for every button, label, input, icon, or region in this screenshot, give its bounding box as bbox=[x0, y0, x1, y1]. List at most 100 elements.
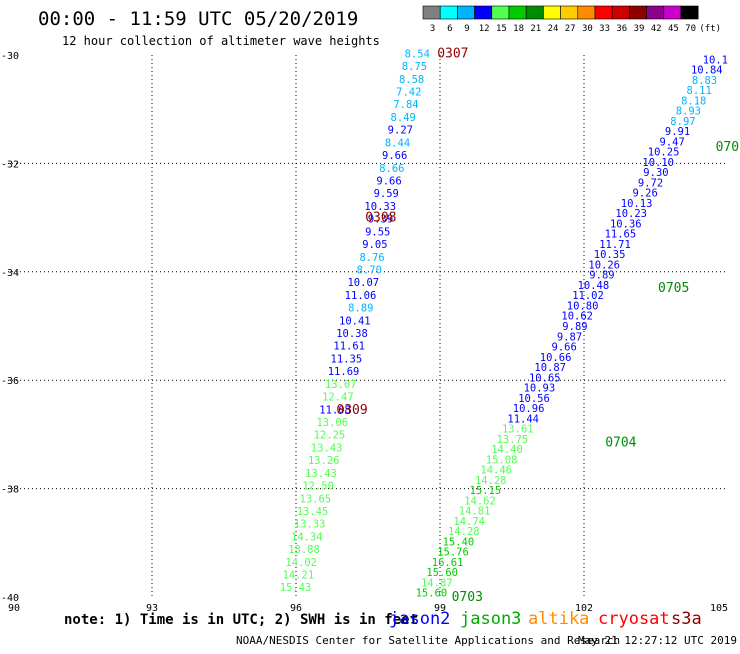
wave-height-mark: 15.60 bbox=[426, 567, 458, 579]
wave-height-mark: 8.89 bbox=[348, 303, 373, 315]
wave-height-mark: 9.27 bbox=[388, 125, 413, 137]
wave-height-mark: 10.93 bbox=[524, 383, 556, 395]
wave-height-mark: 10.84 bbox=[691, 65, 723, 77]
wave-height-mark: 9.66 bbox=[552, 342, 577, 354]
legend-swatch bbox=[629, 5, 647, 20]
wave-height-mark: 10.25 bbox=[648, 147, 680, 159]
wave-height-mark: 7.42 bbox=[396, 87, 421, 99]
wave-height-mark: 10.35 bbox=[594, 249, 626, 261]
wave-height-mark: 14.40 bbox=[491, 444, 523, 456]
legend-label: 18 bbox=[513, 24, 524, 34]
pass-label: 0307 bbox=[437, 46, 468, 61]
wave-height-mark: 9.55 bbox=[365, 226, 390, 238]
wave-height-mark: 15.43 bbox=[280, 582, 312, 594]
wave-height-mark: 15.60 bbox=[416, 588, 448, 600]
wave-height-mark: 12.50 bbox=[302, 481, 334, 493]
wave-height-mark: 15.40 bbox=[443, 536, 475, 548]
legend-label: 70 bbox=[685, 24, 696, 34]
wave-height-mark: 8.11 bbox=[687, 85, 712, 97]
wave-height-mark: 8.83 bbox=[692, 75, 717, 87]
wave-height-mark: 10.23 bbox=[615, 208, 647, 220]
legend-label: 15 bbox=[496, 24, 507, 34]
wave-height-mark: 10.87 bbox=[534, 362, 566, 374]
wave-height-mark: 10.96 bbox=[513, 403, 545, 415]
legend-swatch bbox=[491, 5, 510, 20]
pass-label: 0706 bbox=[716, 140, 740, 155]
legend-swatch bbox=[594, 5, 613, 20]
wave-height-mark: 8.66 bbox=[379, 163, 404, 175]
legend-label: 3 bbox=[430, 24, 435, 34]
y-tick-label: -30 bbox=[1, 51, 19, 62]
wave-height-mark: 10.1 bbox=[703, 54, 728, 66]
legend-label: 30 bbox=[582, 24, 593, 34]
wave-height-mark: 15.08 bbox=[486, 454, 518, 466]
y-tick-label: -36 bbox=[1, 376, 19, 387]
wave-height-mark: 8.58 bbox=[399, 74, 424, 86]
wave-height-mark: 8.54 bbox=[405, 48, 430, 60]
wave-height-mark: 8.93 bbox=[676, 106, 701, 118]
wave-height-mark: 10.66 bbox=[540, 352, 572, 364]
wave-height-mark: 9.59 bbox=[374, 188, 399, 200]
legend-label: 24 bbox=[548, 24, 559, 34]
wave-height-mark: 9.30 bbox=[643, 167, 668, 179]
footer-credit: NOAA/NESDIS Center for Satellite Applica… bbox=[236, 634, 620, 647]
wave-height-mark: 10.26 bbox=[588, 259, 620, 271]
satellite-name: jason3 bbox=[460, 609, 521, 629]
wave-height-mark: 10.38 bbox=[336, 328, 368, 340]
x-tick-label: 96 bbox=[290, 603, 302, 614]
wave-height-mark: 9.66 bbox=[382, 150, 407, 162]
satellite-name: jason2 bbox=[389, 609, 450, 629]
grid-lines bbox=[8, 55, 728, 597]
footer-timestamp: May 21 12:27:12 UTC 2019 bbox=[578, 634, 737, 647]
wave-height-mark: 15.76 bbox=[437, 547, 469, 559]
legend-swatch bbox=[474, 5, 493, 20]
pass-label: 0704 bbox=[605, 436, 636, 451]
wave-height-mark: 14.62 bbox=[464, 495, 496, 507]
legend-swatch bbox=[680, 5, 699, 20]
wave-height-mark: 13.43 bbox=[311, 442, 343, 454]
wave-height-mark: 13.75 bbox=[497, 434, 529, 446]
wave-height-mark: 14.21 bbox=[283, 570, 315, 582]
wave-height-mark: 13.43 bbox=[305, 468, 337, 480]
pass-label: 0308 bbox=[365, 211, 396, 226]
wave-height-mark: 13.88 bbox=[288, 544, 320, 556]
legend-label: 12 bbox=[479, 24, 490, 34]
wave-height-mark: 9.05 bbox=[362, 239, 387, 251]
wave-height-mark: 9.66 bbox=[376, 175, 401, 187]
legend-swatch bbox=[439, 5, 458, 20]
chart-title: 00:00 - 11:59 UTC 05/20/2019 bbox=[38, 8, 358, 30]
legend-label: 6 bbox=[447, 24, 452, 34]
pass-label: 0705 bbox=[658, 281, 689, 296]
x-tick-label: 90 bbox=[8, 603, 20, 614]
wave-height-mark: 13.65 bbox=[300, 493, 332, 505]
legend-swatch bbox=[422, 5, 441, 20]
wave-height-mark: 14.28 bbox=[448, 526, 480, 538]
satellite-name: altika bbox=[528, 609, 589, 629]
wave-height-mark: 10.80 bbox=[567, 300, 599, 312]
wave-height-mark: 14.46 bbox=[480, 465, 512, 477]
wave-height-mark: 11.69 bbox=[328, 366, 360, 378]
wave-height-mark: 9.87 bbox=[557, 331, 582, 343]
color-legend: 3 6 9 12 15 18 21 24 27 30 33 36 39 42 45 70 (ft) bbox=[422, 5, 721, 34]
x-tick-label: 99 bbox=[434, 603, 446, 614]
legend-label: 42 bbox=[651, 24, 662, 34]
wave-height-mark: 13.06 bbox=[316, 417, 348, 429]
legend-label: 36 bbox=[616, 24, 627, 34]
wave-height-mark: 10.33 bbox=[364, 201, 396, 213]
wave-height-mark: 16.61 bbox=[432, 557, 464, 569]
legend-swatch bbox=[560, 5, 579, 20]
wave-height-mark: 8.76 bbox=[359, 252, 384, 264]
wave-height-values: 8.548.758.587.427.848.499.278.449.668.66… bbox=[280, 48, 728, 599]
y-tick-label: -38 bbox=[1, 485, 19, 496]
wave-height-mark: 12.47 bbox=[322, 392, 354, 404]
y-tick-label: -34 bbox=[1, 268, 19, 279]
wave-height-mark: 15.15 bbox=[470, 485, 502, 497]
legend-swatch bbox=[525, 5, 544, 20]
y-tick-label: -40 bbox=[1, 593, 19, 604]
wave-height-mark: 14.28 bbox=[475, 475, 507, 487]
legend-label: 9 bbox=[464, 24, 469, 34]
wave-height-mark: 8.49 bbox=[391, 112, 416, 124]
wave-height-mark: 14.87 bbox=[421, 577, 453, 589]
legend-label: 27 bbox=[565, 24, 576, 34]
